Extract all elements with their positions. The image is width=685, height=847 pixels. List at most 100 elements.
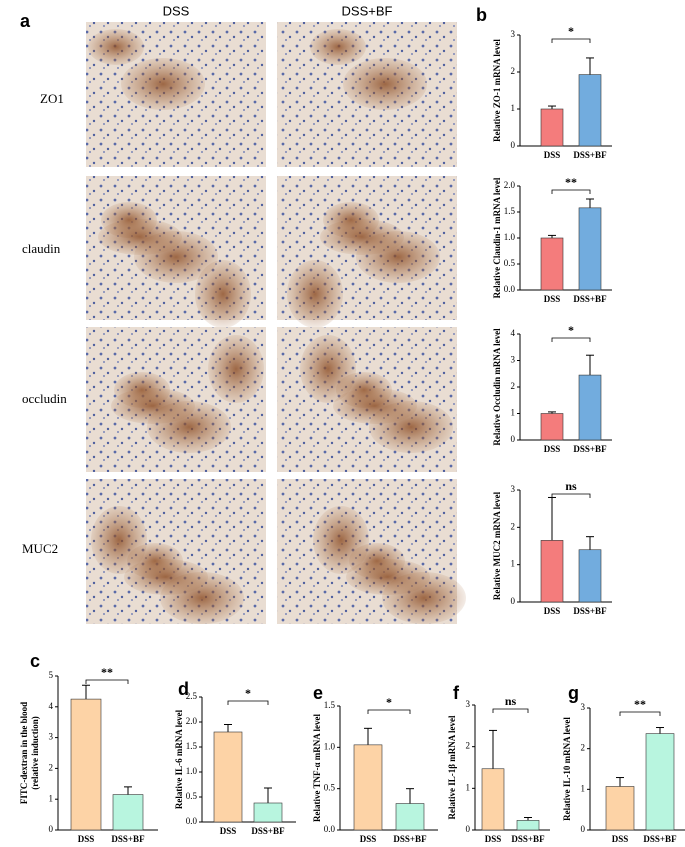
bar (645, 733, 675, 831)
y-tick-label: 1 (511, 103, 516, 113)
stain (343, 58, 427, 110)
bar (578, 374, 602, 441)
bar (540, 540, 564, 603)
y-axis-label: Relative ZO-1 mRNA level (492, 39, 502, 142)
y-tick-label: 0 (581, 824, 586, 834)
y-tick-label: 0 (511, 434, 516, 444)
x-tick-label: DSS+BF (573, 294, 607, 304)
y-tick-label: 4 (511, 328, 516, 338)
stain (287, 260, 343, 328)
x-tick-label: DSS (485, 834, 502, 844)
y-tick-label: 5 (49, 670, 54, 680)
y-tick-label: 2 (466, 741, 471, 751)
bar (481, 768, 505, 831)
y-tick-label: 0 (49, 824, 54, 834)
significance-bracket (85, 679, 129, 684)
panel-label: a (20, 11, 31, 31)
row-label: ZO1 (40, 91, 64, 106)
significance-label: * (568, 323, 574, 337)
panel-label: e (313, 683, 323, 703)
significance-label: ** (634, 697, 646, 711)
stain (111, 388, 195, 424)
bar (578, 74, 602, 147)
bar (213, 731, 243, 823)
stain (320, 219, 404, 255)
stain (88, 29, 144, 65)
y-tick-label: 0 (466, 824, 471, 834)
x-tick-label: DSS+BF (573, 444, 607, 454)
significance-label: ns (505, 694, 517, 708)
stain (91, 506, 147, 574)
bar (112, 794, 144, 831)
bar (578, 207, 602, 291)
bar (540, 108, 564, 147)
significance-bracket (551, 189, 591, 194)
y-tick-label: 0 (511, 140, 516, 150)
y-axis-label: Relative MUC2 mRNA level (492, 491, 502, 600)
y-tick-label: 1.5 (504, 206, 516, 216)
stain (195, 260, 251, 328)
y-tick-label: 1 (466, 782, 471, 792)
stain (333, 388, 417, 424)
y-tick-label: 1.0 (324, 741, 336, 751)
significance-label: ** (101, 665, 113, 679)
micrograph-grid (86, 22, 466, 624)
significance-label: ** (565, 175, 577, 189)
significance-label: ns (565, 479, 577, 493)
bar (540, 237, 564, 291)
x-tick-label: DSS+BF (393, 834, 427, 844)
x-tick-label: DSS (544, 294, 561, 304)
bar (395, 803, 425, 831)
stain (208, 335, 264, 403)
y-axis-label: Relative TNF-α mRNA level (312, 713, 322, 822)
y-tick-label: 3 (581, 702, 586, 712)
x-tick-label: DSS (612, 834, 629, 844)
y-axis-label: Relative IL-10 mRNA level (562, 717, 572, 821)
x-tick-label: DSS+BF (511, 834, 545, 844)
x-tick-label: DSS (360, 834, 377, 844)
y-tick-label: 1 (49, 793, 54, 803)
y-tick-label: 0.0 (186, 816, 198, 826)
panel-label: f (453, 683, 460, 703)
y-tick-label: 0 (511, 596, 516, 606)
y-axis-label: Relative IL-1β mRNA level (447, 715, 457, 819)
significance-label: * (386, 695, 392, 709)
column-header: DSS (163, 3, 190, 18)
stain (300, 335, 356, 403)
bar (70, 698, 102, 831)
row-label: occludin (22, 391, 67, 406)
x-tick-label: DSS+BF (251, 826, 285, 836)
panel-label: d (178, 679, 189, 699)
y-tick-label: 1.5 (324, 700, 336, 710)
significance-bracket (551, 493, 591, 498)
x-tick-label: DSS (220, 826, 237, 836)
y-tick-label: 3 (466, 699, 471, 709)
y-tick-label: 2.5 (186, 691, 198, 701)
y-tick-label: 3 (511, 29, 516, 39)
y-tick-label: 1 (581, 783, 586, 793)
y-axis-label: Relative Claudin-1 mRNA level (492, 177, 502, 298)
y-tick-label: 0.0 (504, 284, 516, 294)
panel-label: c (30, 651, 40, 671)
y-tick-label: 2 (511, 66, 516, 76)
significance-label: * (568, 24, 574, 38)
significance-bracket (367, 709, 411, 714)
x-tick-label: DSS+BF (573, 606, 607, 616)
significance-bracket (551, 337, 591, 342)
panel-label: b (476, 5, 487, 25)
stain (346, 559, 430, 595)
x-tick-label: DSS+BF (573, 150, 607, 160)
y-axis-label: (relative induction) (30, 716, 40, 790)
stain (121, 58, 205, 110)
bar (516, 820, 540, 831)
y-tick-label: 1 (511, 408, 516, 418)
y-tick-label: 0.5 (324, 783, 336, 793)
x-tick-label: DSS+BF (643, 834, 677, 844)
bar (253, 802, 283, 823)
y-tick-label: 2 (581, 743, 586, 753)
y-tick-label: 1.0 (504, 232, 516, 242)
y-tick-label: 0.5 (504, 258, 516, 268)
significance-label: * (245, 686, 251, 700)
row-label: MUC2 (22, 541, 58, 556)
